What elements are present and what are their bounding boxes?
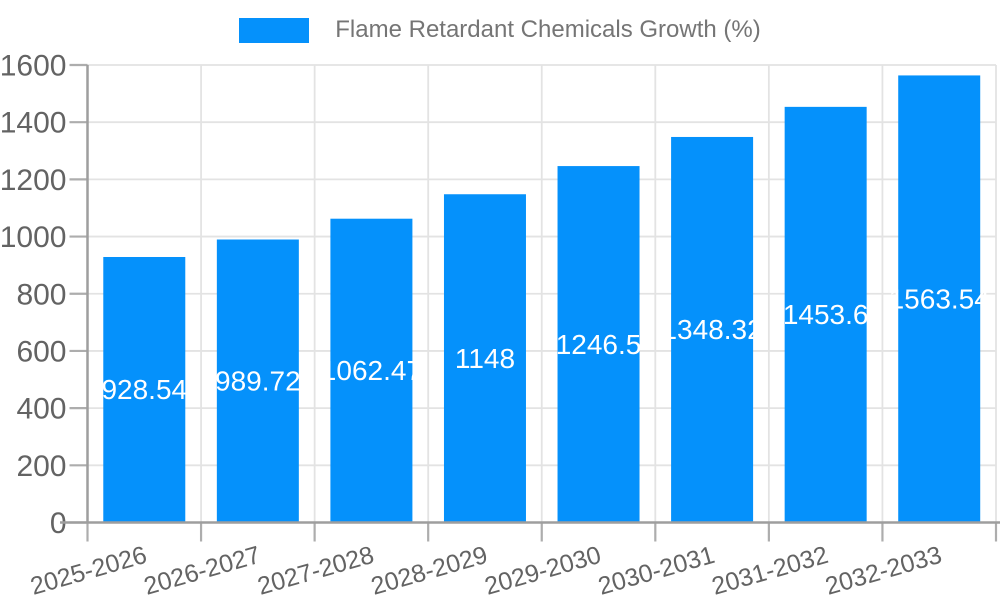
x-tick-label: 2030-2031	[595, 541, 718, 600]
bar-value-label: 1062.47	[321, 355, 422, 386]
y-tick-label: 0	[50, 507, 67, 540]
bar-2030-2031[interactable]	[671, 136, 754, 523]
bar-2029-2030[interactable]	[557, 166, 640, 523]
bar-value-label: 1148	[455, 343, 515, 374]
x-tick-label: 2029-2030	[482, 541, 605, 600]
y-tick-label: 600	[16, 335, 66, 368]
bar-value-label: 1453.6	[783, 299, 869, 330]
x-tick-label: 2028-2029	[368, 541, 491, 600]
chart-legend[interactable]: Flame Retardant Chemicals Growth (%)	[0, 13, 1000, 47]
bar-value-label: 1563.54	[889, 283, 990, 314]
legend-label: Flame Retardant Chemicals Growth (%)	[335, 16, 761, 43]
x-tick-label: 2031-2032	[709, 541, 832, 600]
bar-value-label: 1348.32	[661, 314, 762, 345]
bar-2025-2026[interactable]	[103, 256, 186, 523]
bar-2026-2027[interactable]	[216, 239, 299, 523]
y-tick-label: 1400	[0, 107, 67, 140]
x-tick-label: 2026-2027	[141, 541, 264, 600]
y-tick-label: 800	[16, 278, 66, 311]
y-tick-label: 400	[16, 393, 66, 426]
y-tick-label: 1200	[0, 164, 67, 197]
bar-2028-2029[interactable]	[443, 194, 526, 523]
bar-value-label: 928.54	[101, 374, 187, 405]
bar-value-label: 1246.5	[556, 329, 642, 360]
bar-value-label: 989.72	[215, 366, 301, 397]
bar-2027-2028[interactable]	[330, 218, 413, 523]
legend-swatch-icon	[239, 17, 310, 43]
x-tick-label: 2027-2028	[254, 541, 377, 600]
x-tick-label: 2032-2033	[822, 541, 945, 600]
y-tick-label: 1000	[0, 221, 67, 254]
x-tick-label: 2025-2026	[27, 541, 150, 600]
y-tick-label: 200	[16, 450, 66, 483]
bar-2032-2033[interactable]	[898, 75, 981, 523]
y-tick-label: 1600	[0, 50, 67, 83]
bar-2031-2032[interactable]	[784, 106, 867, 523]
